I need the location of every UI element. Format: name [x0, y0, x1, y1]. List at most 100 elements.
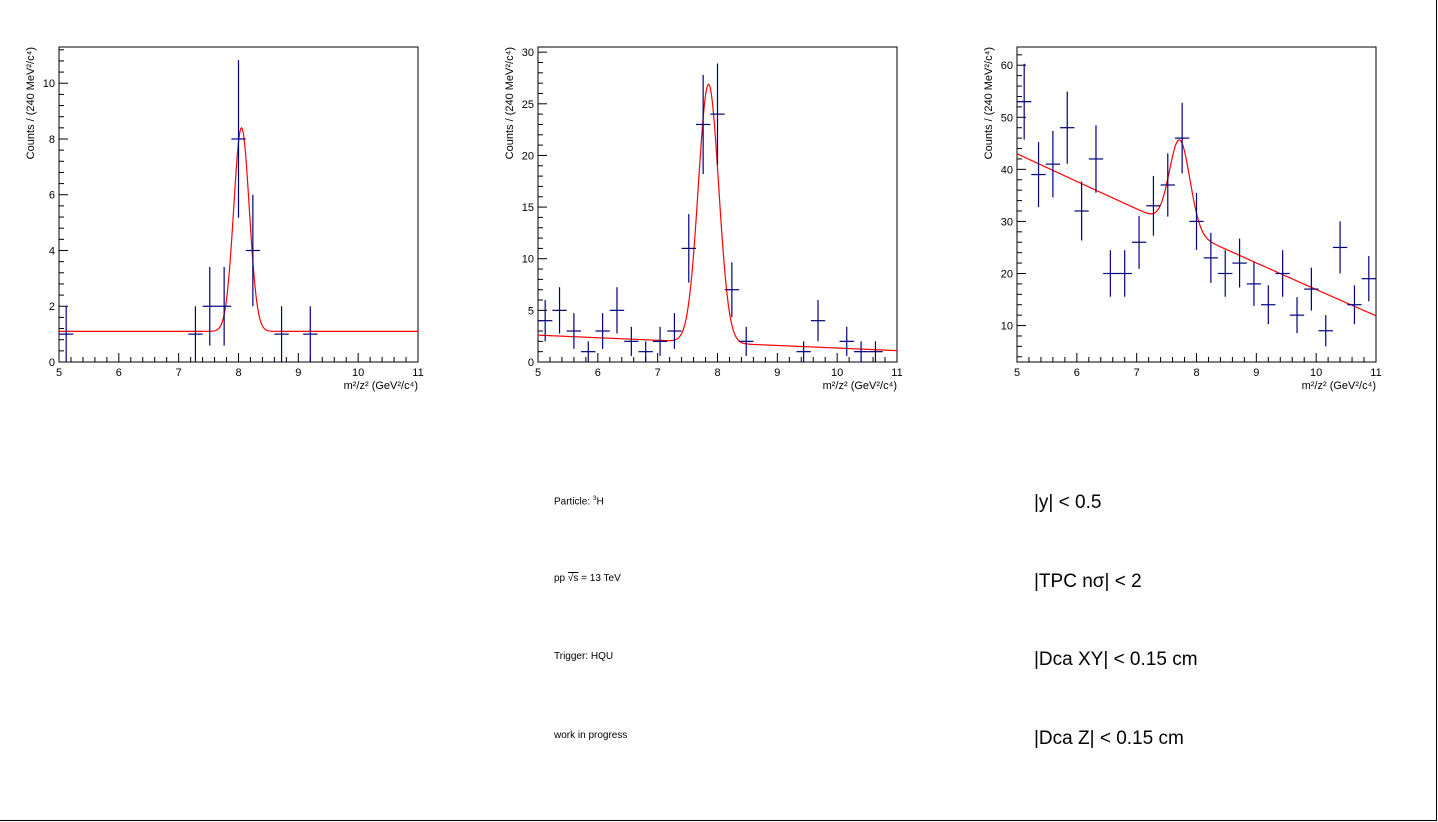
data-point	[667, 313, 682, 349]
data-point	[595, 313, 610, 349]
data-point	[1031, 142, 1046, 208]
data-point	[853, 341, 869, 362]
data-point	[1074, 181, 1089, 241]
y-tick-label: 20	[1001, 268, 1013, 280]
data-point	[695, 74, 711, 175]
particle-label: Particle: 3H	[554, 495, 604, 508]
data-point	[188, 306, 203, 362]
y-tick-label: 8	[49, 134, 55, 146]
data-point	[303, 306, 318, 362]
data-point	[1361, 255, 1376, 302]
x-tick-label: 8	[714, 367, 720, 379]
data-point	[552, 287, 567, 334]
x-tick-label: 10	[831, 367, 843, 379]
x-tick-label: 7	[176, 367, 182, 379]
y-tick-label: 60	[1001, 60, 1013, 72]
y-tick-label: 5	[528, 305, 534, 317]
y-axis-title: Counts / (240 MeV²/c⁴)	[504, 47, 516, 159]
x-tick-label: 8	[1193, 367, 1199, 379]
data-point	[609, 287, 625, 334]
y-tick-label: 10	[43, 78, 55, 90]
data-point	[1045, 130, 1061, 198]
x-tick-label: 5	[56, 367, 62, 379]
data-point	[1160, 153, 1175, 217]
spectrum-panel-3: 5 6 7 8 9 10 11 10 20 30 40 50 60 m²/z² (GeV²/c⁴) Coun…	[983, 46, 1382, 392]
data-point	[1304, 267, 1319, 311]
x-tick-label: 11	[1370, 367, 1381, 379]
data-point	[638, 341, 653, 362]
data-point	[1218, 250, 1233, 297]
y-tick-label: 15	[522, 202, 534, 214]
x-tick-label: 9	[1253, 367, 1259, 379]
data-point	[1146, 175, 1161, 236]
x-tick-label: 9	[295, 367, 301, 379]
x-tick-label: 7	[1134, 367, 1140, 379]
dca-z-cut-label: |Dca Z| < 0.15 cm	[1034, 728, 1184, 749]
data-point	[231, 60, 246, 218]
x-tick-label: 6	[595, 367, 601, 379]
data-point	[681, 214, 696, 283]
x-tick-label: 5	[1014, 367, 1020, 379]
data-point	[710, 63, 725, 165]
y-tick-label: 30	[1001, 216, 1013, 228]
data-point	[796, 341, 811, 362]
x-tick-label: 6	[116, 367, 122, 379]
data-point	[1261, 285, 1276, 325]
x-axis-title: m²/z² (GeV²/c⁴)	[823, 380, 897, 392]
data-point	[868, 341, 883, 362]
x-tick-label: 10	[352, 367, 364, 379]
x-tick-label: 5	[535, 367, 541, 379]
data-point	[1275, 250, 1290, 297]
status-label: work in progress	[554, 730, 628, 741]
y-tick-label: 2	[49, 301, 55, 313]
data-point	[274, 306, 289, 362]
data-point	[59, 306, 74, 362]
data-point	[624, 326, 639, 356]
x-tick-label: 8	[235, 367, 241, 379]
dca-xy-cut-label: |Dca XY| < 0.15 cm	[1034, 649, 1198, 670]
y-tick-label: 50	[1001, 112, 1013, 124]
data-point	[538, 300, 553, 342]
data-point	[1232, 238, 1247, 288]
y-tick-label: 20	[522, 150, 534, 162]
x-axis-title: m²/z² (GeV²/c⁴)	[1302, 380, 1376, 392]
y-tick-label: 30	[522, 47, 534, 59]
data-point	[1017, 63, 1032, 140]
canvas-right-border	[1436, 0, 1437, 821]
data-point	[1189, 192, 1204, 250]
y-tick-label: 10	[522, 254, 534, 266]
fit-curve	[537, 83, 898, 352]
data-point	[202, 266, 217, 346]
data-point	[739, 326, 754, 356]
data-point	[1088, 125, 1104, 193]
canvas-bottom-border	[0, 820, 1437, 821]
data-point	[1131, 215, 1147, 269]
x-axis-title: m²/z² (GeV²/c⁴)	[344, 380, 418, 392]
data-point	[1289, 297, 1305, 334]
data-point	[245, 194, 261, 307]
y-tick-label: 25	[522, 99, 534, 111]
data-point	[1203, 232, 1219, 283]
x-tick-label: 11	[412, 367, 423, 379]
data-point	[216, 266, 232, 346]
data-point	[1117, 250, 1132, 297]
x-tick-label: 6	[1074, 367, 1080, 379]
data-point	[839, 326, 854, 356]
data-point	[1332, 221, 1348, 274]
x-tick-label: 7	[655, 367, 661, 379]
x-tick-label: 9	[774, 367, 780, 379]
data-point	[1246, 261, 1262, 306]
data-point	[810, 300, 826, 342]
y-tick-label: 40	[1001, 164, 1013, 176]
data-point	[1060, 91, 1075, 164]
y-axis-title: Counts / (240 MeV²/c⁴)	[25, 47, 37, 159]
data-point	[581, 341, 596, 362]
y-tick-label: 10	[1001, 321, 1013, 333]
data-point	[1318, 315, 1333, 347]
rapidity-cut-label: |y| < 0.5	[1034, 492, 1102, 513]
y-tick-label: 0	[528, 357, 534, 369]
y-axis-title: Counts / (240 MeV²/c⁴)	[983, 47, 995, 159]
y-tick-label: 6	[49, 190, 55, 202]
